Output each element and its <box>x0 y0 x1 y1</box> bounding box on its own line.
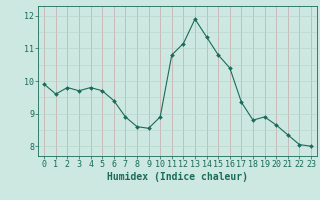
X-axis label: Humidex (Indice chaleur): Humidex (Indice chaleur) <box>107 172 248 182</box>
